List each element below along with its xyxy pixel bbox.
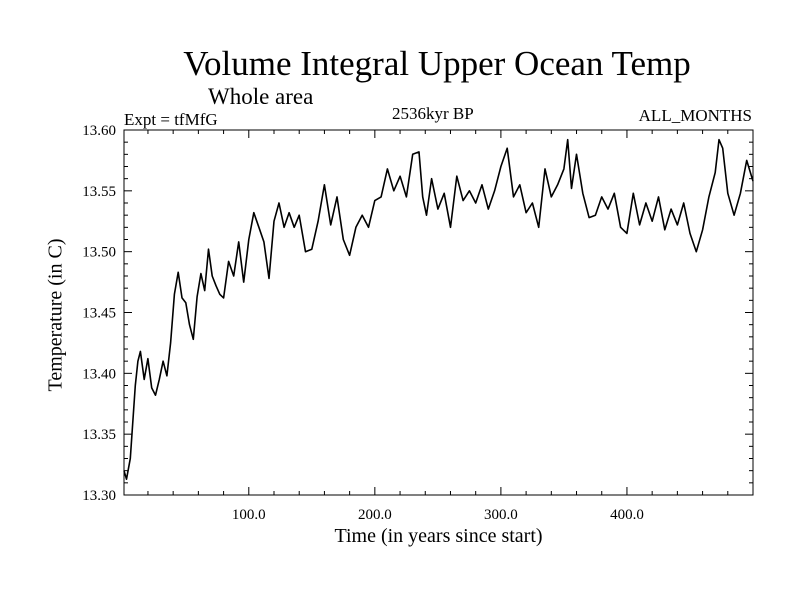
x-tick-label: 200.0 [358,507,392,523]
y-tick-label: 13.30 [82,488,116,504]
period-label: 2536kyr BP [392,104,474,123]
y-tick-label: 13.40 [82,366,116,382]
plot-frame [123,129,754,496]
y-tick-label: 13.60 [82,123,116,139]
months-label: ALL_MONTHS [638,106,752,125]
chart-title: Volume Integral Upper Ocean Temp [183,44,691,83]
experiment-label: Expt = tfMfG [124,110,218,129]
x-tick-label: 100.0 [232,507,266,523]
y-tick-label: 13.55 [82,184,116,200]
x-axis-label: Time (in years since start) [334,525,543,547]
y-tick-label: 13.35 [82,427,116,443]
y-tick-label: 13.50 [82,245,116,261]
x-tick-label: 300.0 [484,507,518,523]
y-tick-label: 13.45 [82,306,116,322]
x-tick-label: 400.0 [610,507,644,523]
series-line-temperature [123,138,754,481]
chart-subtitle: Whole area [208,84,314,109]
